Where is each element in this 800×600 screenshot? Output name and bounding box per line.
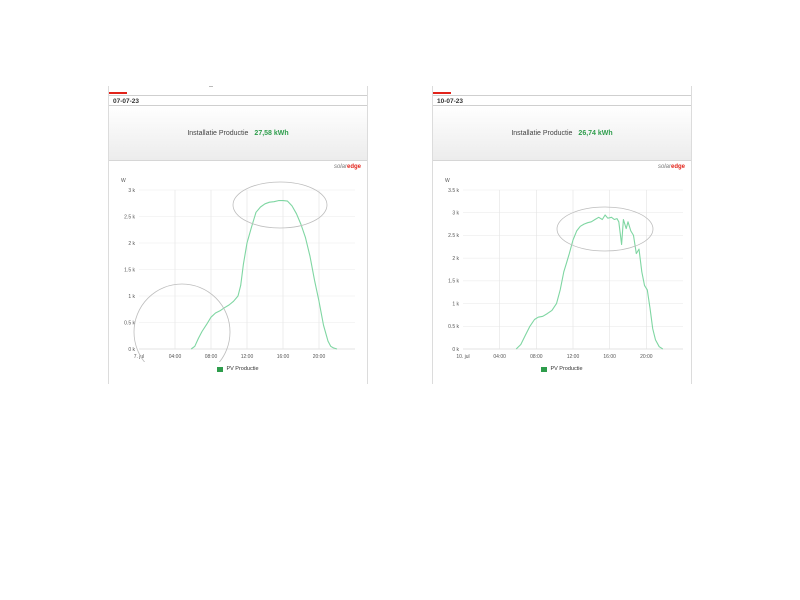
chart-panel-left: 07-07-23 Installatie Productie 27,58 kWh… bbox=[108, 86, 368, 384]
annotation-ellipse bbox=[133, 283, 231, 362]
x-tick-label: 12:00 bbox=[241, 354, 254, 360]
legend[interactable]: PV Productie bbox=[109, 366, 367, 372]
annotation-ellipse bbox=[556, 206, 654, 252]
x-tick-label: 20:00 bbox=[313, 354, 326, 360]
annotation-ellipse bbox=[232, 181, 328, 229]
y-tick-label: 1.5 k bbox=[448, 279, 459, 285]
legend-label: PV Productie bbox=[550, 366, 583, 372]
y-tick-label: 2 k bbox=[452, 256, 459, 262]
date-label: 10-07-23 bbox=[433, 95, 691, 106]
chart-panel-right: 10-07-23 Installatie Productie 26,74 kWh… bbox=[432, 86, 692, 384]
divider-mark bbox=[209, 86, 213, 90]
y-axis-label: W bbox=[445, 178, 450, 184]
y-tick-label: 0.5 k bbox=[124, 320, 135, 326]
series-line-pv-productie bbox=[190, 200, 338, 350]
x-tick-label: 08:00 bbox=[205, 354, 218, 360]
y-tick-label: 2 k bbox=[128, 241, 135, 247]
x-tick-label: 16:00 bbox=[277, 354, 290, 360]
y-axis-label: W bbox=[121, 178, 126, 184]
legend-label: PV Productie bbox=[226, 366, 259, 372]
y-tick-label: 1 k bbox=[128, 294, 135, 300]
production-summary: Installatie Productie 27,58 kWh bbox=[109, 106, 367, 161]
x-tick-label: 16:00 bbox=[603, 354, 616, 360]
y-tick-label: 3.5 k bbox=[448, 188, 459, 194]
summary-label: Installatie Productie bbox=[187, 129, 249, 137]
x-tick-label: 10. jul bbox=[456, 354, 469, 360]
summary-value: 27,58 kWh bbox=[254, 129, 289, 137]
legend[interactable]: PV Productie bbox=[433, 366, 691, 372]
x-tick-label: 7. jul bbox=[134, 354, 145, 360]
y-tick-label: 2.5 k bbox=[124, 214, 135, 220]
date-label: 07-07-23 bbox=[109, 95, 367, 106]
production-chart: W 0 k 0.5 k 1 k 1.5 k 2 k 2.5 k 3 k 3.5 k 10. jul… bbox=[445, 178, 683, 360]
x-tick-label: 20:00 bbox=[640, 354, 653, 360]
x-tick-label: 12:00 bbox=[567, 354, 580, 360]
y-tick-label: 0 k bbox=[128, 347, 135, 353]
x-tick-label: 04:00 bbox=[169, 354, 182, 360]
y-tick-label: 0.5 k bbox=[448, 324, 459, 330]
y-tick-label: 1.5 k bbox=[124, 267, 135, 273]
y-tick-label: 2.5 k bbox=[448, 233, 459, 239]
summary-label: Installatie Productie bbox=[511, 129, 573, 137]
active-tab-marker bbox=[109, 92, 127, 94]
y-tick-label: 1 k bbox=[452, 301, 459, 307]
solaredge-logo: solaredge bbox=[333, 164, 361, 170]
production-summary: Installatie Productie 26,74 kWh bbox=[433, 106, 691, 161]
y-tick-label: 3 k bbox=[128, 188, 135, 194]
y-tick-label: 3 k bbox=[452, 211, 459, 217]
x-tick-label: 08:00 bbox=[530, 354, 543, 360]
x-tick-label: 04:00 bbox=[493, 354, 506, 360]
active-tab-marker bbox=[433, 92, 451, 94]
legend-swatch bbox=[217, 366, 224, 372]
y-tick-label: 0 k bbox=[452, 347, 459, 353]
legend-swatch bbox=[541, 366, 548, 372]
solaredge-logo: solaredge bbox=[657, 164, 685, 170]
series-line-pv-productie bbox=[515, 214, 664, 350]
production-chart: W 0 k 0.5 k 1 k 1.5 k 2 k 2.5 k 3 k 7. jul 04:00 0… bbox=[121, 178, 355, 362]
summary-value: 26,74 kWh bbox=[578, 129, 613, 137]
